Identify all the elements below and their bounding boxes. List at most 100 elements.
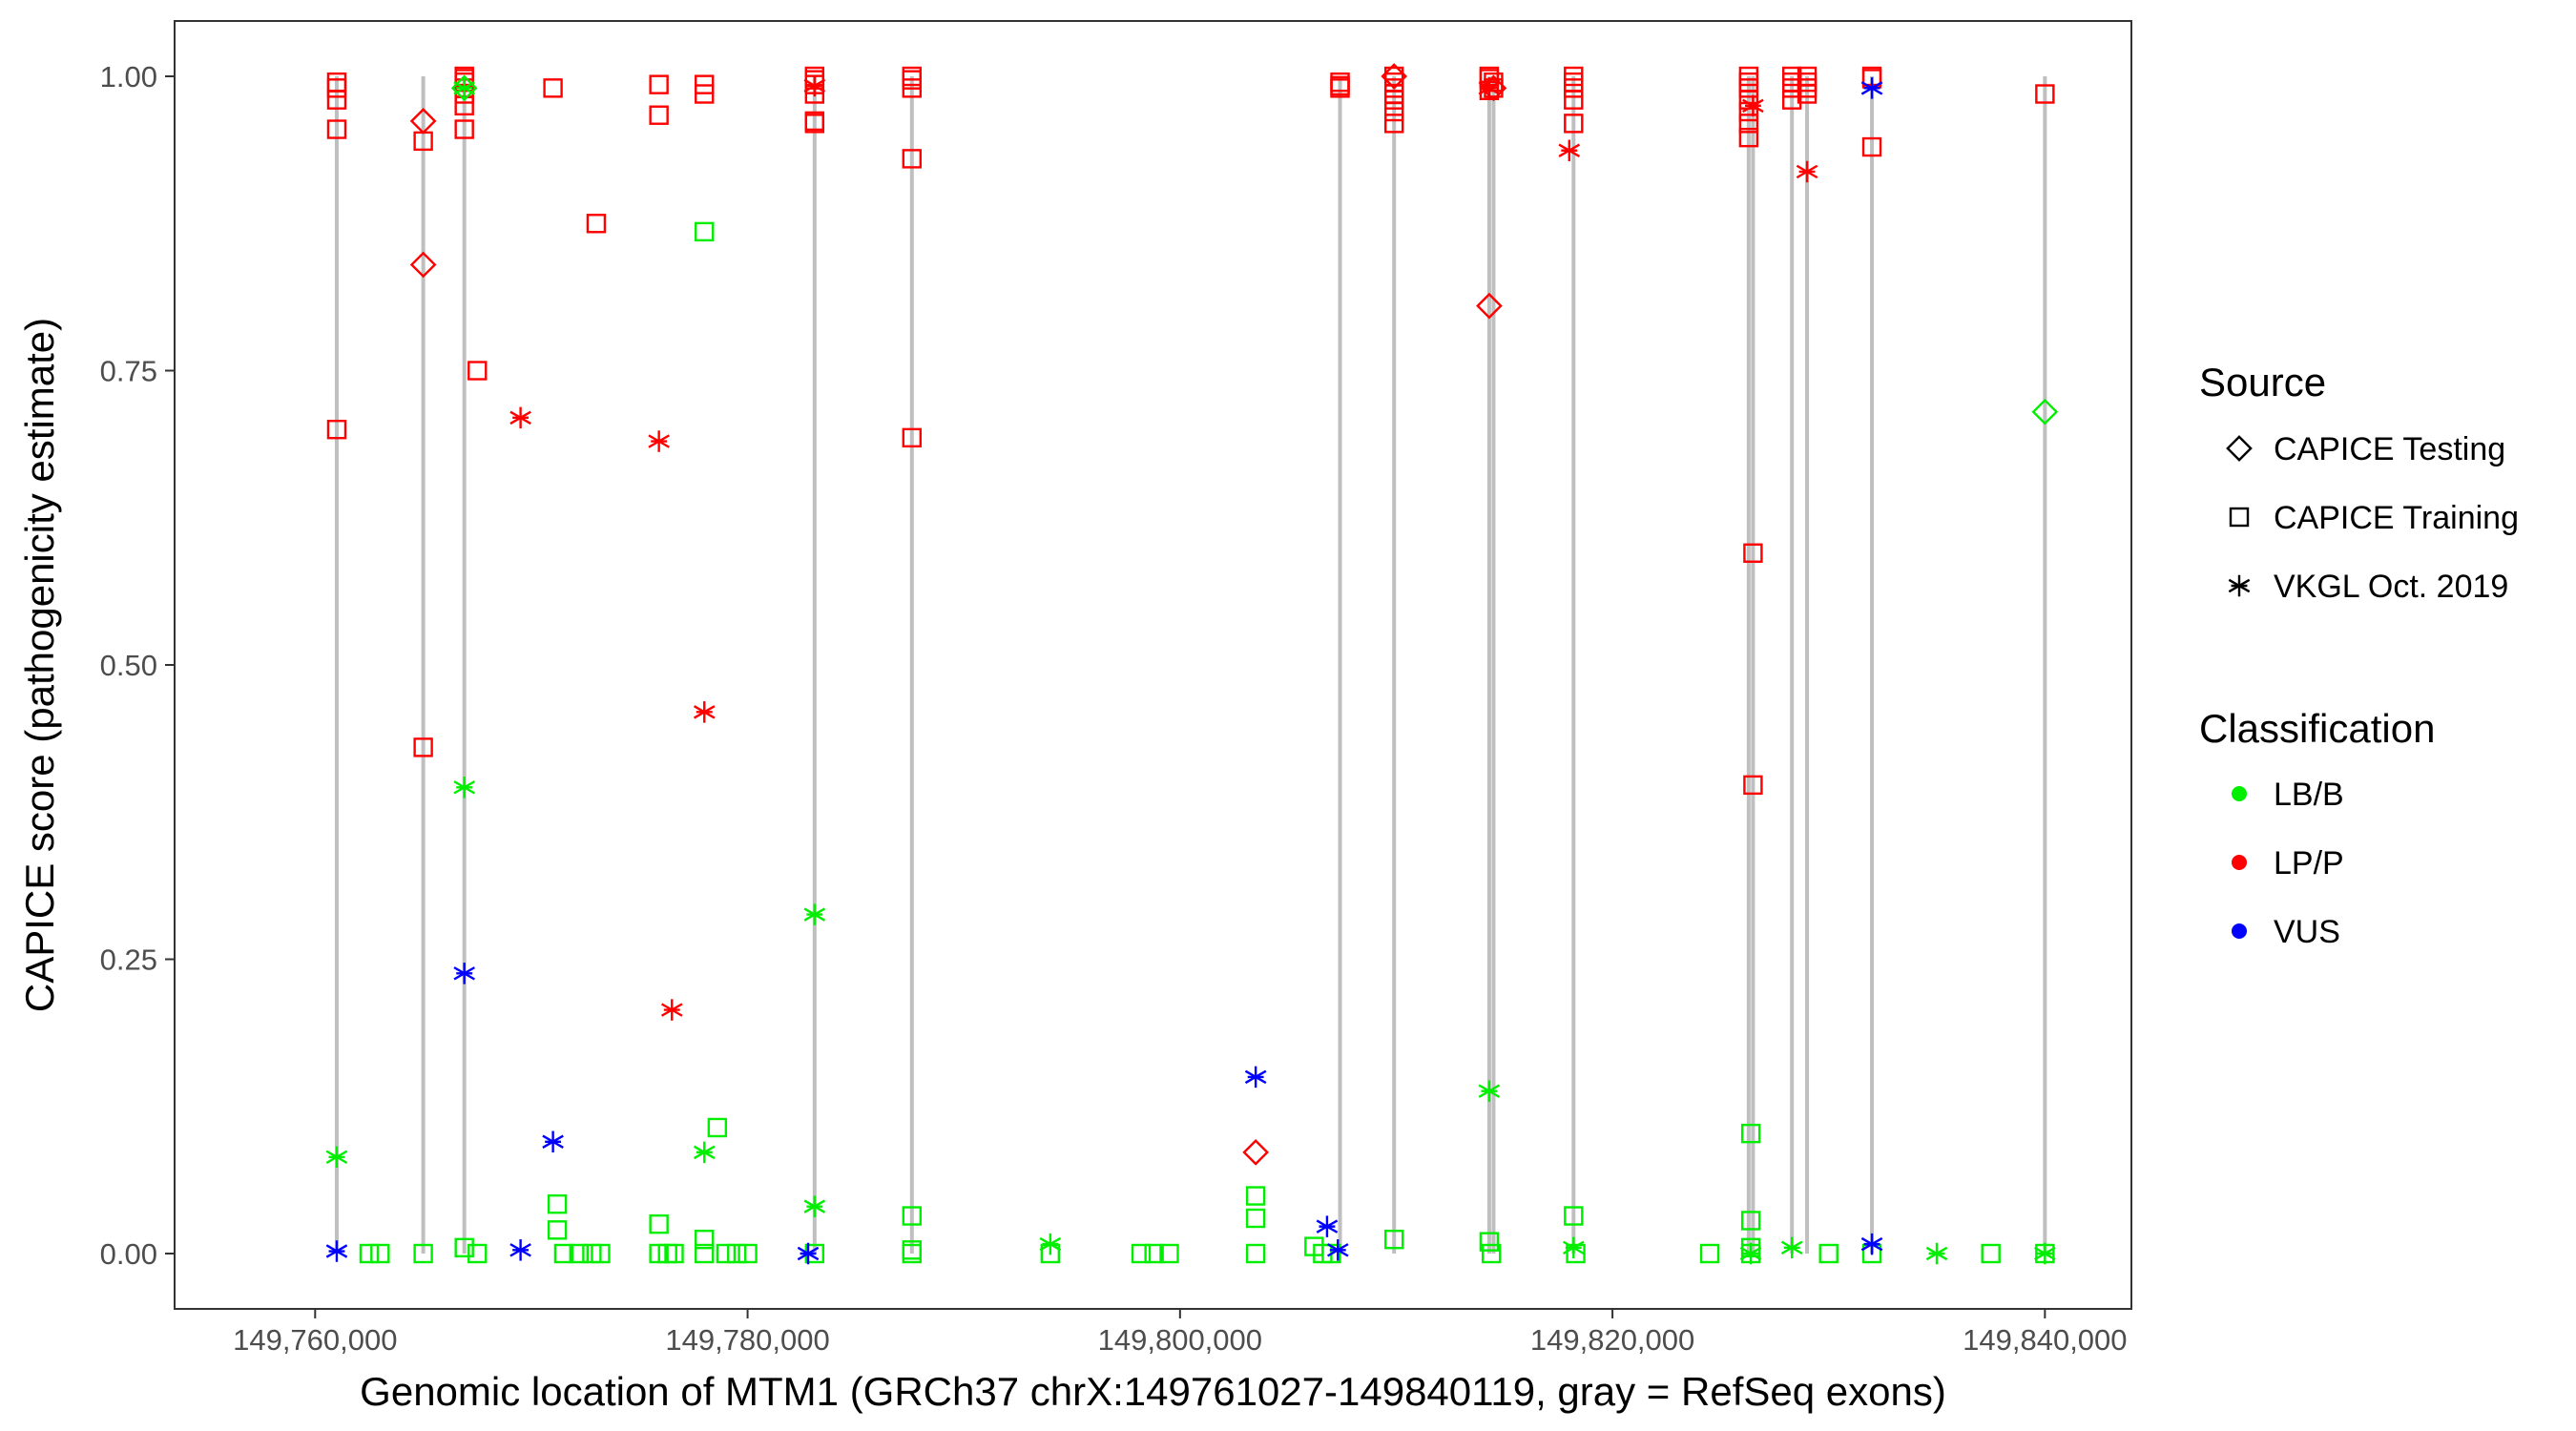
data-point-training-lpp (1330, 78, 1350, 98)
data-point-testing-lpp (1242, 1139, 1269, 1166)
data-point-training-lpp (902, 149, 923, 169)
data-point-training-lpp (543, 78, 563, 98)
data-point-vkgl-lbb (1739, 1242, 1762, 1265)
data-point-vkgl-lpp (1742, 94, 1764, 117)
data-point-vkgl-lbb (325, 1146, 348, 1169)
data-point-training-lbb (359, 1243, 380, 1264)
data-point-training-lbb (1481, 1243, 1502, 1264)
x-tick-label: 149,840,000 (1963, 1323, 2127, 1357)
data-point-training-lpp (1564, 114, 1584, 134)
data-point-training-lbb (1564, 1206, 1584, 1226)
data-point-training-lbb (902, 1243, 923, 1264)
data-point-training-lbb (1383, 1229, 1404, 1250)
data-point-vkgl-vus (1860, 77, 1883, 99)
data-point-training-lbb (454, 1237, 474, 1258)
data-point-vkgl-vus (1860, 1233, 1883, 1255)
data-point-training-lbb (370, 1243, 390, 1264)
data-point-training-lbb (695, 1243, 715, 1264)
data-point-vkgl-lpp (648, 430, 670, 452)
data-point-training-lpp (649, 105, 669, 125)
data-point-training-lpp (326, 119, 347, 139)
data-point-vkgl-lpp (693, 701, 716, 723)
data-point-training-lbb (1818, 1243, 1839, 1264)
data-point-training-lbb (413, 1243, 433, 1264)
legend-classification-title: Classification (2199, 706, 2435, 751)
x-tick-label: 149,800,000 (1098, 1323, 1262, 1357)
data-point-vkgl-lpp (803, 74, 826, 97)
y-tick-label: 0.25 (100, 944, 157, 977)
data-point-training-lbb (1981, 1243, 2001, 1264)
data-point-training-lbb (716, 1243, 737, 1264)
data-point-training-lpp (1743, 543, 1763, 563)
legend-key-lbb (2232, 786, 2247, 801)
data-point-training-lpp (1861, 136, 1882, 157)
data-point-training-lpp (695, 84, 715, 104)
data-point-training-lpp (1383, 114, 1404, 134)
data-point-training-lpp (2035, 84, 2055, 104)
data-point-vkgl-vus (797, 1242, 820, 1265)
data-points (325, 63, 2059, 1265)
data-point-training-lbb (664, 1243, 684, 1264)
legend: Source Classification CAPICE Testing CAPI… (2199, 360, 2519, 950)
data-point-vkgl-lbb (1780, 1236, 1803, 1259)
data-point-training-lpp (902, 78, 923, 98)
data-point-vkgl-lbb (453, 777, 475, 798)
data-point-testing-lpp (1476, 292, 1503, 320)
data-point-training-lpp (413, 737, 433, 757)
data-point-training-lpp (1383, 90, 1404, 110)
data-point-training-lpp (326, 90, 347, 110)
y-tick-label: 0.75 (100, 354, 157, 387)
data-point-training-lpp (1743, 775, 1763, 796)
data-point-testing-lpp (1381, 63, 1408, 90)
legend-key-lpp (2232, 855, 2247, 870)
data-point-vkgl-lbb (1039, 1233, 1062, 1255)
legend-label-testing: CAPICE Testing (2274, 431, 2505, 467)
data-point-training-lbb (1159, 1243, 1179, 1264)
data-point-training-lbb (695, 221, 715, 242)
data-point-training-lbb (1245, 1243, 1266, 1264)
data-point-vkgl-lbb (693, 1141, 716, 1164)
data-point-training-lbb (591, 1243, 611, 1264)
legend-label-lbb: LB/B (2274, 777, 2344, 813)
data-point-training-lbb (1699, 1243, 1720, 1264)
data-point-training-lbb (569, 1243, 589, 1264)
data-point-training-lbb (1479, 1232, 1500, 1252)
data-point-training-lpp (1738, 127, 1759, 148)
data-point-training-lbb (1144, 1243, 1164, 1264)
data-point-vkgl-lpp (1796, 160, 1818, 183)
data-point-testing-lpp (409, 108, 437, 135)
legend-label-lpp: LP/P (2274, 845, 2344, 881)
data-point-vkgl-lbb (453, 77, 475, 99)
data-point-training-lbb (695, 1229, 715, 1250)
y-tick-label: 0.00 (100, 1237, 157, 1271)
x-tick-label: 149,820,000 (1530, 1323, 1694, 1357)
x-tick-label: 149,780,000 (665, 1323, 829, 1357)
data-point-testing-lpp (1480, 74, 1507, 102)
data-point-training-lbb (547, 1220, 568, 1240)
data-point-vkgl-vus (509, 1239, 531, 1261)
y-axis-title: CAPICE score (pathogenicity estimate) (17, 318, 62, 1012)
x-axis: 149,760,000 149,780,000 149,800,000 149,820… (233, 1309, 2128, 1357)
data-point-training-lbb (1131, 1243, 1152, 1264)
legend-source-title: Source (2199, 360, 2326, 404)
legend-label-training: CAPICE Training (2274, 500, 2519, 536)
data-point-vkgl-lbb (1925, 1242, 1948, 1265)
data-point-training-lpp (1738, 114, 1759, 134)
y-axis: 0.00 0.25 0.50 0.75 1.00 (100, 60, 175, 1271)
legend-label-vus: VUS (2274, 914, 2340, 950)
y-tick-label: 0.50 (100, 649, 157, 682)
data-point-vkgl-lpp (660, 999, 683, 1021)
data-point-vkgl-lpp (1558, 139, 1581, 161)
data-point-training-lbb (1245, 1186, 1266, 1206)
data-point-vkgl-vus (325, 1240, 348, 1262)
data-point-training-lbb (707, 1117, 728, 1138)
data-point-training-lpp (1781, 78, 1802, 98)
data-point-training-lpp (1738, 78, 1759, 98)
legend-key-training (2229, 507, 2250, 528)
data-point-vkgl-lbb (803, 1195, 826, 1217)
exon-lines (334, 75, 2047, 1255)
legend-key-vus (2232, 923, 2247, 939)
data-point-training-lbb (1740, 1211, 1761, 1231)
data-point-vkgl-vus (542, 1130, 564, 1153)
data-point-training-lpp (454, 119, 474, 139)
